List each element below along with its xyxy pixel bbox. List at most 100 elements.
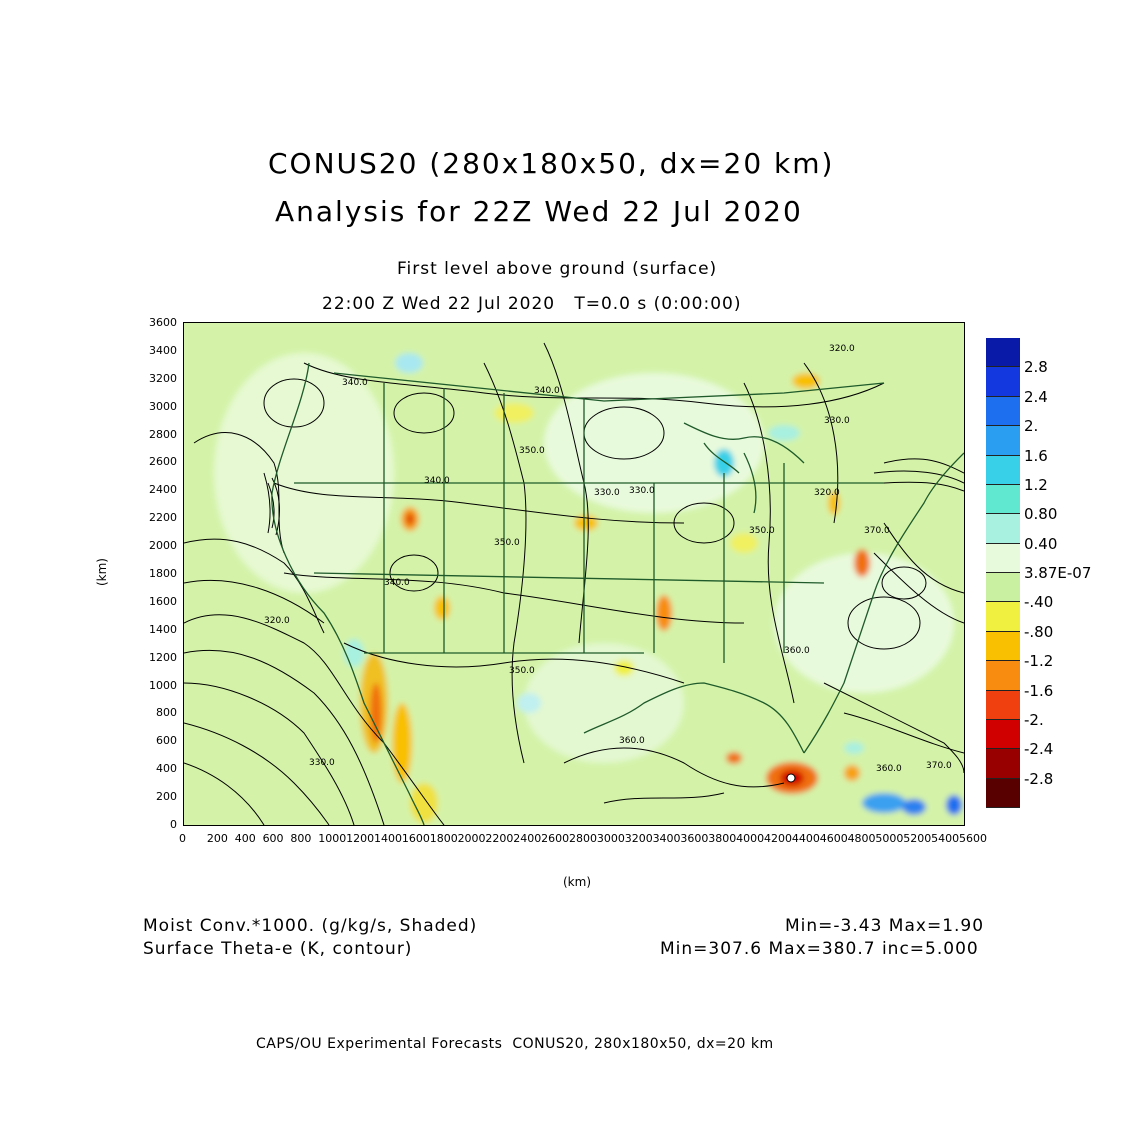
- contour-label: 340.0: [384, 578, 410, 588]
- shaded-field: [184, 323, 964, 825]
- storm-center-marker: [786, 773, 796, 783]
- x-tick-label: 3800: [708, 832, 737, 845]
- colorbar-label: -2.4: [1024, 740, 1054, 759]
- x-tick-label: 1400: [374, 832, 402, 845]
- x-tick-label: 1200: [346, 832, 375, 845]
- x-tick-label: 2800: [569, 832, 597, 845]
- colorbar-label: -.80: [1024, 622, 1054, 641]
- contour-label: 350.0: [494, 538, 520, 548]
- x-tick-label: 2000: [457, 832, 486, 845]
- y-tick-label: 800: [156, 706, 177, 720]
- x-tick-label: 3400: [652, 832, 681, 845]
- y-tick-label: 0: [170, 818, 177, 831]
- y-tick-label: 2600: [149, 455, 177, 469]
- y-tick-label: 2200: [149, 511, 177, 525]
- contour-label: 370.0: [926, 761, 952, 771]
- x-tick-label: 3000: [596, 832, 625, 845]
- colorbar-label: -1.2: [1024, 652, 1054, 671]
- colorbar-label: -.40: [1024, 593, 1054, 612]
- x-tick-label: 200: [206, 832, 228, 845]
- colorbar: [986, 338, 1020, 808]
- x-tick-label: 2400: [513, 832, 542, 845]
- contour-label: 360.0: [619, 736, 645, 746]
- y-tick-label: 200: [156, 790, 177, 804]
- field1-stats: Min=-3.43 Max=1.90: [785, 916, 985, 936]
- contour-label-group: 340.0 340.0 350.0 340.0 350.0 330.0 320.…: [264, 344, 952, 774]
- x-tick-label: 4000: [736, 832, 765, 845]
- y-tick-label: 1000: [149, 678, 177, 692]
- y-tick-label: 2000: [149, 539, 177, 553]
- contour-label: 330.0: [309, 758, 335, 768]
- x-tick-label: 4800: [847, 832, 876, 845]
- x-axis-label: (km): [563, 875, 592, 889]
- x-tick-label: 600: [262, 832, 284, 845]
- colorbar-swatch: [986, 778, 1020, 808]
- contour-label: 320.0: [829, 344, 855, 354]
- colorbar-label: -2.8: [1024, 769, 1054, 788]
- colorbar-label: 2.4: [1024, 387, 1048, 406]
- x-tick-label: 800: [290, 832, 312, 845]
- y-tick-label: 1400: [149, 622, 177, 636]
- map-plot-area: 340.0 340.0 350.0 340.0 350.0 330.0 320.…: [183, 322, 965, 826]
- y-tick-label: 1800: [149, 567, 177, 580]
- contour-label: 320.0: [814, 488, 840, 498]
- field1-description: Moist Conv.*1000. (g/kg/s, Shaded): [143, 916, 478, 936]
- y-tick-label: 400: [156, 762, 177, 776]
- x-tick-label: 4200: [764, 832, 792, 845]
- title-line-4: 22:00 Z Wed 22 Jul 2020 T=0.0 s (0:00:00…: [322, 294, 742, 314]
- colorbar-label: 1.6: [1024, 446, 1048, 465]
- contour-label: 340.0: [534, 386, 560, 396]
- field2-description: Surface Theta-e (K, contour): [143, 939, 413, 959]
- colorbar-swatch: [986, 543, 1020, 573]
- contour-label: 360.0: [784, 646, 810, 656]
- colorbar-label: 0.80: [1024, 505, 1058, 524]
- x-tick-label: 5400: [931, 832, 960, 845]
- y-tick-label: 600: [156, 734, 177, 748]
- x-tick-label: 4400: [791, 832, 820, 845]
- credit-line: CAPS/OU Experimental Forecasts CONUS20, …: [256, 1036, 774, 1052]
- colorbar-swatch: [986, 396, 1020, 427]
- colorbar-swatch: [986, 455, 1020, 485]
- x-tick-label: 3600: [680, 832, 709, 845]
- contour-label: 350.0: [519, 446, 545, 456]
- map-svg: 340.0 340.0 350.0 340.0 350.0 330.0 320.…: [184, 323, 964, 825]
- colorbar-swatch: [986, 749, 1020, 779]
- x-tick-label: 5000: [875, 832, 904, 845]
- contour-label: 340.0: [424, 476, 450, 486]
- x-tick-label: 0: [179, 832, 186, 845]
- x-tick-label: 1600: [401, 832, 430, 845]
- contour-label: 350.0: [509, 666, 535, 676]
- y-tick-label: 1200: [149, 650, 177, 664]
- contour-label: 330.0: [594, 488, 620, 498]
- colorbar-swatch: [986, 367, 1020, 397]
- x-tick-label: 1800: [429, 832, 458, 845]
- y-tick-label: 3200: [149, 371, 177, 385]
- colorbar-swatch: [986, 631, 1020, 662]
- contour-label: 340.0: [342, 378, 368, 388]
- geography-outlines: [271, 362, 964, 825]
- y-tick-label: 3400: [149, 343, 177, 357]
- colorbar-label: -1.6: [1024, 681, 1054, 700]
- x-tick-label: 2200: [485, 832, 514, 845]
- colorbar-swatch: [986, 514, 1020, 544]
- x-tick-label: 5600: [959, 832, 987, 845]
- x-tick-label: 1000: [318, 832, 347, 845]
- y-tick-label: 2800: [149, 427, 177, 441]
- y-tick-label: 2400: [149, 483, 177, 497]
- colorbar-label: 0.40: [1024, 534, 1058, 553]
- x-tick-label: 5200: [903, 832, 932, 845]
- title-line-1: CONUS20 (280x180x50, dx=20 km): [268, 147, 835, 180]
- colorbar-swatch: [986, 426, 1020, 456]
- contour-label: 330.0: [824, 416, 850, 426]
- colorbar-swatch: [986, 719, 1020, 750]
- title-line-3: First level above ground (surface): [397, 259, 718, 279]
- x-tick-label: 3200: [624, 832, 653, 845]
- colorbar-label: -2.: [1024, 710, 1044, 729]
- y-axis-label: (km): [95, 557, 110, 587]
- field2-stats: Min=307.6 Max=380.7 inc=5.000: [660, 939, 979, 959]
- y-tick-label: 3000: [149, 399, 177, 413]
- colorbar-swatch: [986, 338, 1020, 368]
- contour-label: 320.0: [264, 616, 290, 626]
- colorbar-label: 2.: [1024, 417, 1039, 436]
- y-tick-label: 3600: [149, 316, 177, 329]
